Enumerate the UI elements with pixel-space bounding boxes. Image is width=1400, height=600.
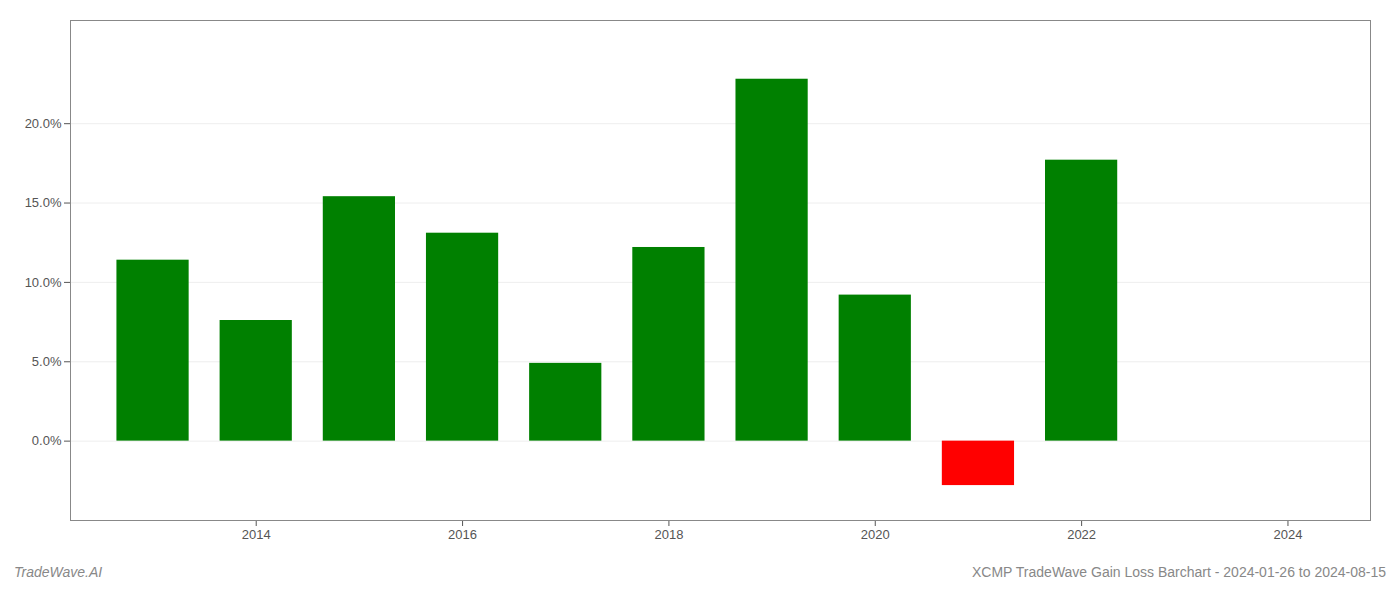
svg-text:2018: 2018 — [654, 527, 683, 542]
svg-text:10.0%: 10.0% — [25, 275, 62, 290]
svg-text:20.0%: 20.0% — [25, 116, 62, 131]
html-text:XCMP TradeWave Gain Loss Barch: XCMP TradeWave Gain Loss Barchart - 2024… — [972, 564, 1386, 580]
svg-text:2020: 2020 — [861, 527, 890, 542]
svg-text:2022: 2022 — [1067, 527, 1096, 542]
svg-text:2024: 2024 — [1273, 527, 1302, 542]
svg-text:0.0%: 0.0% — [32, 433, 62, 448]
svg-text:2014: 2014 — [242, 527, 271, 542]
svg-text:5.0%: 5.0% — [32, 354, 62, 369]
svg-text:15.0%: 15.0% — [25, 195, 62, 210]
svg-text:2016: 2016 — [448, 527, 477, 542]
html-text:TradeWave.AI: TradeWave.AI — [14, 564, 103, 580]
